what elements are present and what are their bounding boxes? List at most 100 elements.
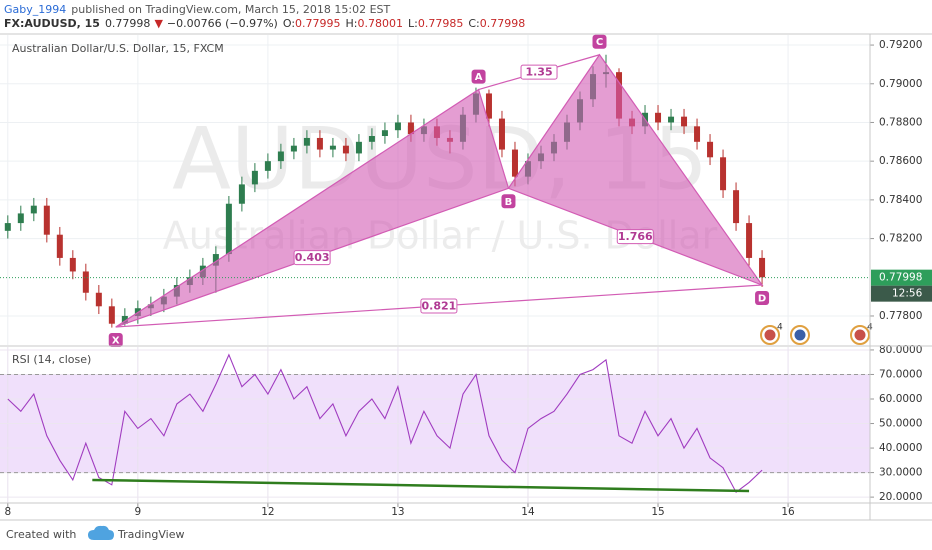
last-price-box [871, 269, 932, 286]
price-pane: 0.77800 0.78200 0.78400 0.78600 0.78800 0.790… [0, 34, 932, 348]
x-tick-label: 15 [651, 506, 664, 518]
candle-body [82, 271, 89, 293]
brand[interactable]: TradingView [117, 528, 184, 541]
candle-body [56, 234, 63, 258]
y-tick-label: 80.0000 [879, 344, 922, 356]
ratio-label: 0.821 [422, 300, 457, 313]
y-tick-label: 40.0000 [879, 442, 922, 454]
candle-body [264, 161, 271, 171]
ratio-label: 1.766 [618, 230, 653, 243]
candle-body [381, 130, 388, 137]
arrow: ▼ [154, 17, 163, 30]
y-tick-label: 70.0000 [879, 368, 922, 380]
point-box [501, 194, 516, 209]
point-label: X [112, 336, 120, 347]
point-label: A [475, 72, 483, 83]
candle-body [368, 136, 375, 142]
rsi-line [7, 353, 763, 494]
countdown-box [871, 285, 932, 302]
pane-title: RSI (14, close) [12, 353, 91, 366]
y-tick-label: 60.0000 [879, 393, 922, 405]
y-tick-label: 0.78800 [879, 116, 922, 128]
candle-body [733, 190, 740, 224]
candle-body [251, 170, 258, 185]
y-tick-label: 30.0000 [879, 467, 922, 479]
candle-body [4, 223, 11, 231]
candle-body [329, 145, 336, 150]
candle-body [668, 116, 675, 123]
ratio-box [420, 298, 458, 314]
event-flag [794, 329, 806, 341]
y-tick-label: 50.0000 [879, 418, 922, 430]
event-flag [854, 329, 866, 341]
ohlc-value: 0.77995 [295, 17, 341, 30]
y-tick-label: 0.78400 [879, 194, 922, 206]
candle-body [30, 205, 37, 214]
event-count: 4 [777, 323, 783, 333]
candle-body [238, 184, 245, 204]
ratio-box [520, 64, 558, 80]
candle-body [746, 223, 753, 258]
point-box [592, 34, 607, 49]
y-tick-label: 0.78600 [879, 155, 922, 167]
point-box [755, 291, 770, 306]
candle-body [121, 315, 128, 324]
ratio-label: 1.35 [525, 66, 552, 79]
candle-body [485, 93, 492, 119]
candle-body [511, 149, 518, 177]
event-flag [764, 329, 776, 341]
x-tick-label: 16 [781, 506, 795, 518]
last: 0.77998 [105, 17, 151, 30]
candle-body [342, 145, 349, 154]
symbol: FX:AUDUSD, 15 [4, 17, 100, 30]
y-tick-label: 0.77800 [879, 310, 922, 322]
ratio-box [293, 250, 331, 266]
candle-body [69, 257, 76, 272]
candle-body [225, 203, 232, 255]
point-label: D [758, 294, 766, 305]
candle-body [17, 213, 24, 224]
ohlc-key: O: [283, 17, 295, 30]
candle-body [498, 118, 505, 150]
candle-body [95, 292, 102, 307]
candle-body [303, 137, 310, 146]
pane-title: Australian Dollar/U.S. Dollar, 15, FXCM [12, 42, 224, 55]
point-box [108, 333, 123, 348]
x-tick-label: 8 [4, 506, 11, 518]
candle-body [407, 122, 414, 135]
x-tick-label: 14 [521, 506, 535, 518]
created-with: Created with [6, 528, 76, 541]
candle-body [720, 157, 727, 191]
candle-body [394, 122, 401, 131]
rsi-pane: 20.0000 30.0000 40.0000 50.0000 60.0000 70.00… [0, 344, 922, 518]
candle-body [43, 205, 50, 235]
countdown: 12:56 [892, 288, 923, 300]
candle-body [681, 116, 688, 127]
candle-body [655, 112, 662, 123]
ohlc-key: L: [408, 17, 418, 30]
y-tick-label: 0.79200 [879, 39, 922, 51]
x-tick-label: 9 [135, 506, 142, 518]
published: published on TradingView.com, March 15, … [71, 3, 390, 16]
x-tick-label: 13 [391, 506, 404, 518]
author[interactable]: Gaby_1994 [4, 3, 66, 16]
header-line: Gaby_1994 published on TradingView.com, M… [4, 3, 391, 16]
change: −0.00766 (−0.97%) [167, 17, 278, 30]
candle-body [277, 151, 284, 162]
candle-body [108, 306, 115, 324]
trendline [92, 478, 750, 493]
candle-body [355, 141, 362, 154]
candle-body [212, 254, 219, 266]
ohlc-key: C: [468, 17, 479, 30]
point-label: C [596, 37, 603, 48]
y-tick-label: 0.78200 [879, 233, 922, 245]
x-tick-label: 12 [261, 506, 274, 518]
logo [88, 525, 114, 540]
candle-body [316, 137, 323, 150]
point-label: B [505, 197, 513, 208]
ohlc-value: 0.77985 [418, 17, 464, 30]
last-price-label: 0.77998 [879, 272, 922, 284]
candle-body [707, 141, 714, 158]
